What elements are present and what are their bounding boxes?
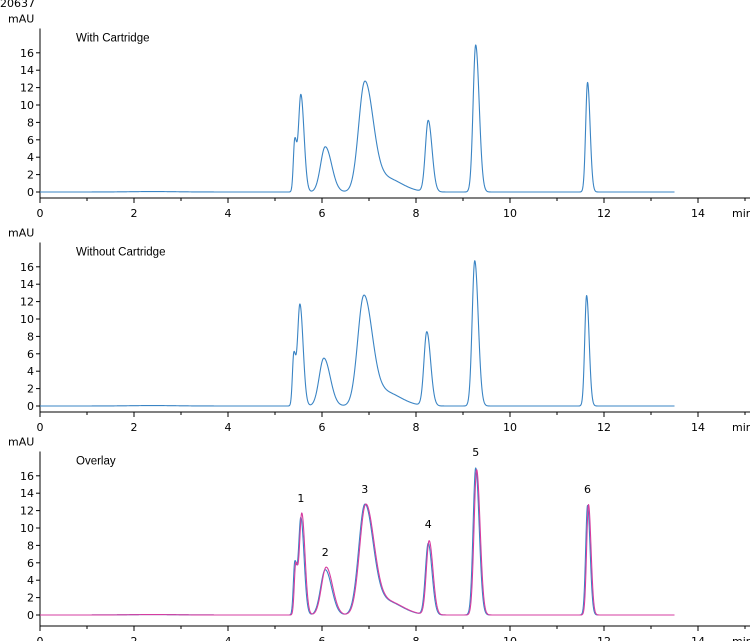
x-tick-label: 4 (225, 635, 232, 641)
panel-title: With Cartridge (76, 32, 150, 44)
y-tick-label: 6 (27, 134, 34, 147)
y-tick-label: 0 (27, 609, 34, 622)
x-axis-unit-label: min (732, 421, 750, 434)
x-tick-label: 6 (319, 421, 326, 434)
peak-label: 5 (472, 446, 479, 459)
panel-title: Without Cartridge (76, 246, 165, 258)
x-tick-label: 14 (691, 421, 705, 434)
y-tick-label: 6 (27, 348, 34, 361)
x-tick-label: 8 (413, 635, 420, 641)
x-tick-label: 10 (503, 421, 517, 434)
y-tick-label: 10 (20, 313, 34, 326)
y-tick-label: 2 (27, 592, 34, 605)
x-tick-label: 2 (131, 635, 138, 641)
x-tick-label: 0 (37, 635, 44, 641)
x-tick-label: 0 (37, 421, 44, 434)
x-tick-label: 8 (413, 207, 420, 220)
x-tick-label: 6 (319, 635, 326, 641)
x-tick-label: 8 (413, 421, 420, 434)
peak-label: 4 (425, 518, 432, 531)
series-line-2 (39, 469, 675, 616)
y-tick-label: 4 (27, 365, 34, 378)
y-tick-label: 8 (27, 539, 34, 552)
x-tick-label: 2 (131, 207, 138, 220)
x-tick-label: 4 (225, 421, 232, 434)
y-tick-label: 14 (20, 278, 34, 291)
x-tick-label: 6 (319, 207, 326, 220)
x-tick-label: 0 (37, 207, 44, 220)
y-tick-label: 16 (20, 261, 34, 274)
x-tick-label: 14 (691, 207, 705, 220)
peak-label: 3 (361, 483, 368, 496)
peak-label: 2 (322, 546, 329, 559)
peak-label: 6 (584, 483, 591, 496)
y-axis-unit-label: mAU (8, 226, 34, 239)
y-tick-label: 12 (20, 505, 34, 518)
series-line-1 (39, 44, 675, 193)
y-tick-label: 8 (27, 330, 34, 343)
y-tick-label: 4 (27, 151, 34, 164)
x-axis-unit-label: min (732, 207, 750, 220)
x-tick-label: 10 (503, 207, 517, 220)
y-tick-label: 16 (20, 470, 34, 483)
x-axis-unit-label: min (732, 635, 750, 641)
y-tick-label: 10 (20, 522, 34, 535)
series-line-1 (39, 467, 675, 616)
x-tick-label: 10 (503, 635, 517, 641)
x-tick-label: 14 (691, 635, 705, 641)
y-axis-unit-label: mAU (8, 12, 34, 25)
x-tick-label: 12 (597, 207, 611, 220)
chart-panel-1: 0 2 4 6 8 10 12 14 16 0 2 4 6 8 10 12 14 mAU min With Cartr… (8, 12, 750, 220)
y-tick-label: 0 (27, 400, 34, 413)
y-tick-label: 4 (27, 574, 34, 587)
y-tick-label: 2 (27, 383, 34, 396)
x-tick-label: 4 (225, 207, 232, 220)
y-tick-label: 14 (20, 64, 34, 77)
y-tick-label: 16 (20, 47, 34, 60)
chart-panel-3: 024681012141602468101214mAUminOverlay123… (8, 435, 750, 641)
x-tick-label: 2 (131, 421, 138, 434)
x-tick-label: 12 (597, 635, 611, 641)
y-tick-label: 8 (27, 116, 34, 129)
peak-label: 1 (297, 492, 304, 505)
figure-id: 20637 (0, 0, 35, 10)
y-tick-label: 12 (20, 82, 34, 95)
y-tick-label: 2 (27, 169, 34, 182)
panel-title: Overlay (76, 455, 116, 467)
y-tick-label: 0 (27, 186, 34, 199)
y-axis-unit-label: mAU (8, 435, 34, 448)
y-tick-label: 6 (27, 557, 34, 570)
x-tick-label: 12 (597, 421, 611, 434)
y-tick-label: 12 (20, 296, 34, 309)
y-tick-label: 10 (20, 99, 34, 112)
y-tick-label: 14 (20, 487, 34, 500)
chart-panel-2: 0 2 4 6 8 10 12 14 16 0 2 4 6 8 10 12 14 mAU min Without Ca… (8, 226, 750, 434)
series-line-1 (39, 260, 675, 407)
